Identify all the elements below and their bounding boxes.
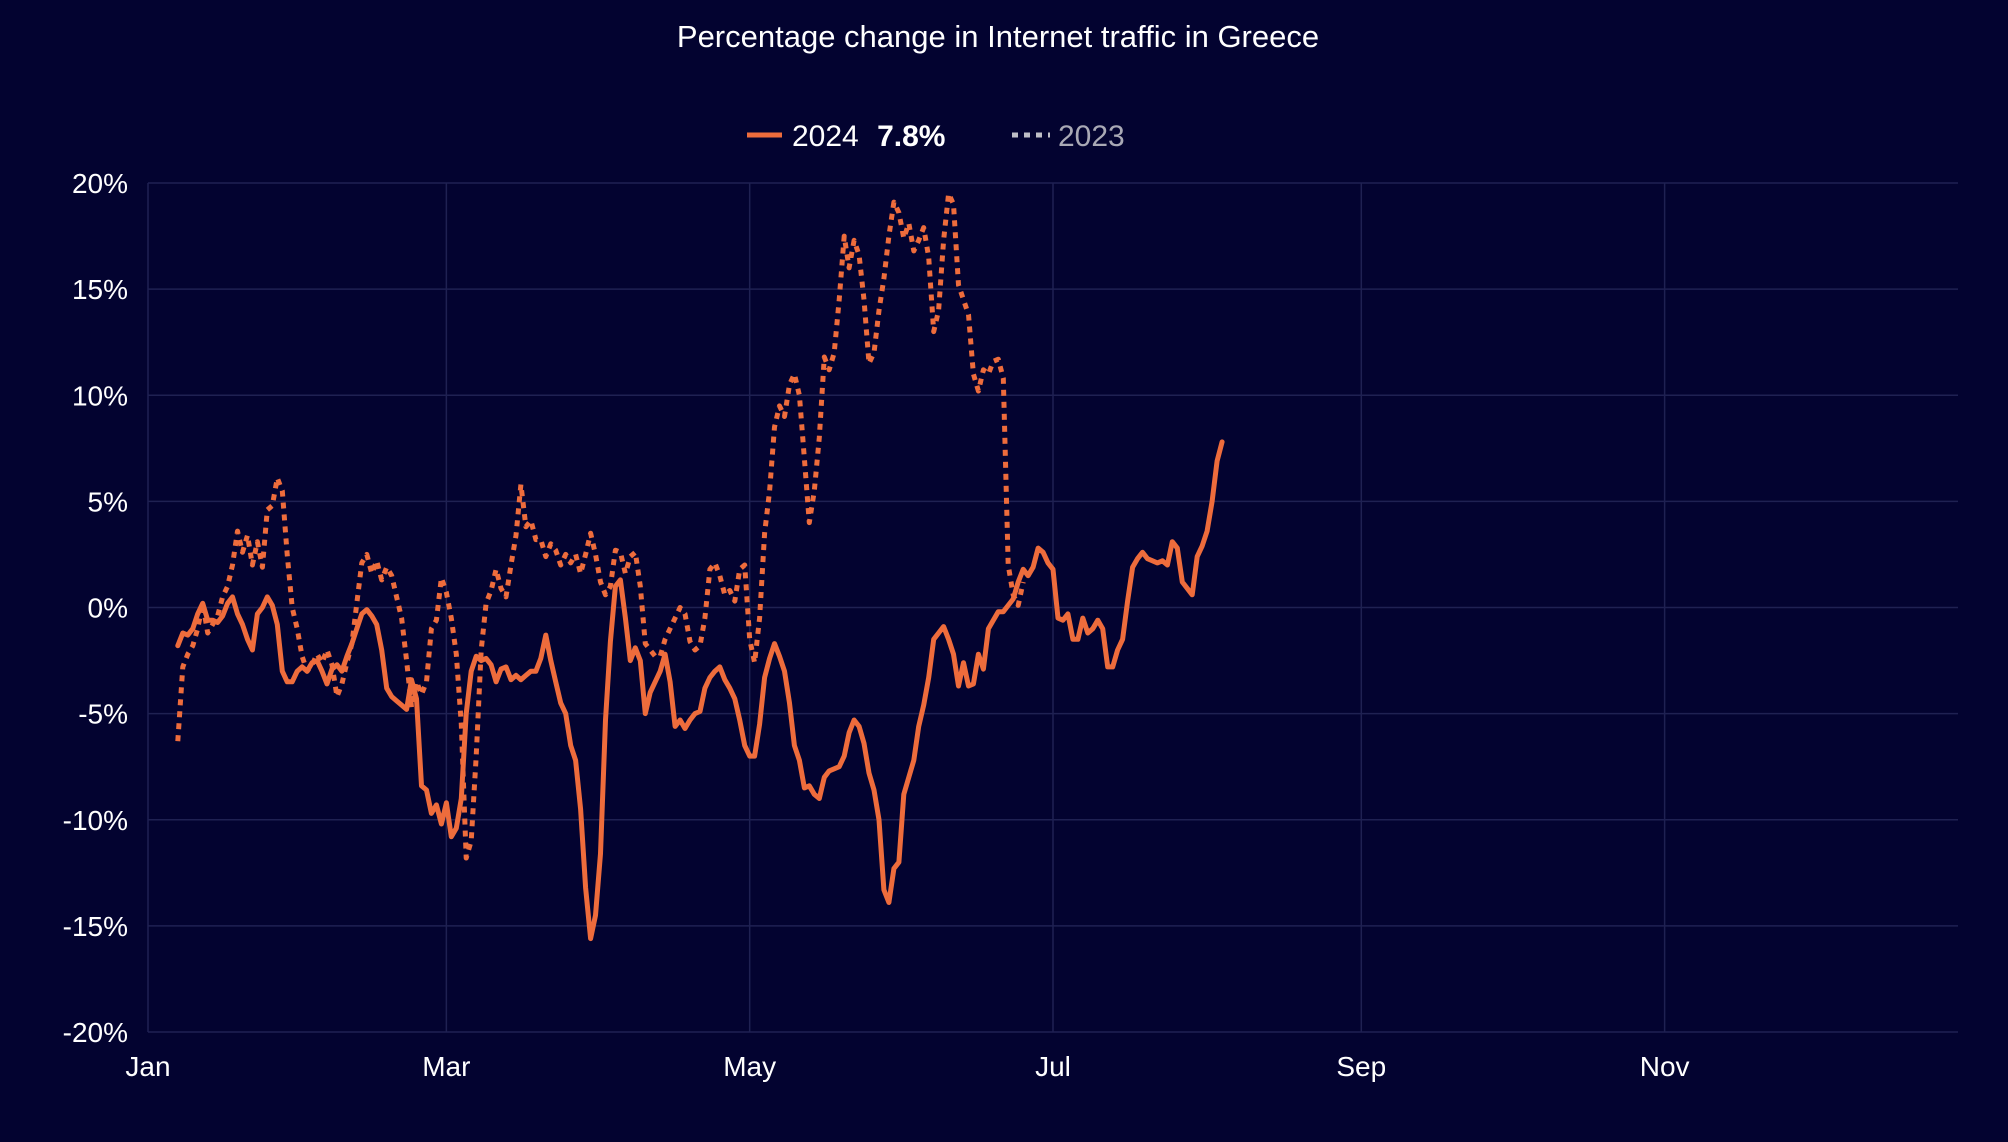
chart-title: Percentage change in Internet traffic in…	[677, 19, 1319, 54]
y-tick-label: 10%	[72, 380, 128, 411]
y-tick-label: -20%	[63, 1017, 128, 1048]
x-tick-label: Sep	[1336, 1051, 1386, 1082]
x-tick-label: Jul	[1035, 1051, 1071, 1082]
y-tick-label: 20%	[72, 168, 128, 199]
grid	[147, 182, 1958, 1033]
x-tick-label: Mar	[422, 1051, 470, 1082]
y-tick-label: 15%	[72, 274, 128, 305]
x-axis: Jan Mar May Jul Sep Nov	[125, 1051, 1689, 1082]
series-line-2023	[175, 191, 1026, 861]
legend-item-2023[interactable]: 2023	[1012, 120, 1125, 153]
y-tick-label: 0%	[88, 593, 128, 624]
plot-area	[175, 191, 1225, 942]
y-tick-label: -15%	[63, 911, 128, 942]
y-tick-label: 5%	[88, 486, 128, 517]
series-line-2024	[175, 439, 1225, 942]
legend-label-2023: 2023	[1058, 120, 1125, 153]
legend: 2024 7.8% 2023	[747, 120, 1125, 153]
legend-value-2024: 7.8%	[877, 120, 945, 153]
y-tick-label: -5%	[78, 699, 128, 730]
legend-label-2024: 2024	[792, 120, 859, 153]
y-tick-label: -10%	[63, 805, 128, 836]
x-tick-label: May	[723, 1051, 776, 1082]
x-tick-label: Nov	[1640, 1051, 1690, 1082]
x-tick-label: Jan	[125, 1051, 170, 1082]
y-axis: 20% 15% 10% 5% 0% -5% -10% -15% -20%	[63, 168, 128, 1048]
svg-text:2024 7.8%: 2024 7.8%	[792, 120, 945, 153]
legend-item-2024[interactable]: 2024 7.8%	[747, 120, 945, 153]
